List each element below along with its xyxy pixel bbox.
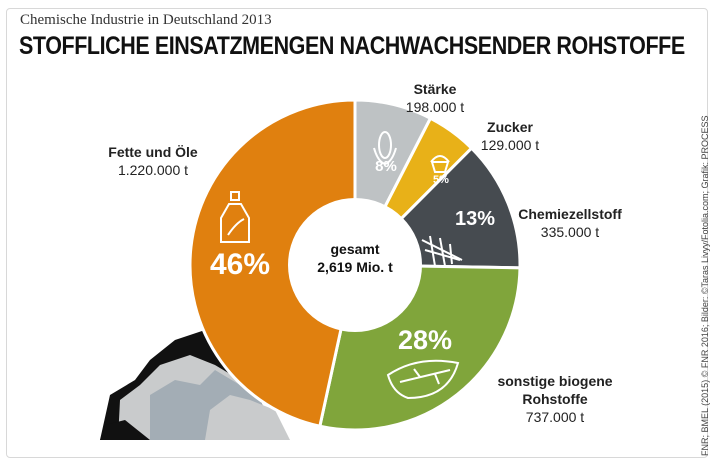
frame <box>6 8 708 458</box>
pct-label-sonstige: 28% <box>397 325 453 355</box>
center-value: 2,619 Mio. t <box>317 259 393 275</box>
slice-icons <box>220 131 463 400</box>
center-label: gesamt 2,619 Mio. t <box>295 240 415 276</box>
label-zucker: Zucker 129.000 t <box>480 119 540 153</box>
label-fette: Fette und Öle 1.220.000 t <box>108 144 198 178</box>
cupcake-icon <box>430 155 450 173</box>
leaf-icon <box>386 359 460 400</box>
center-title: gesamt <box>330 241 380 257</box>
pct-label-fette: 46% <box>209 248 271 281</box>
corn-icon <box>373 131 397 166</box>
label-sonstige: sonstige biogene Rohstoffe 737.000 t <box>497 373 613 425</box>
pct-label-zucker: 5% <box>433 174 449 186</box>
oil-bottle-icon <box>220 191 250 243</box>
pct-label-chemiezellstoff: 13% <box>454 208 496 230</box>
source-credit: FNR; BMEL (2015) © FNR 2016; Bilder: ©Ta… <box>700 115 710 456</box>
title: STOFFLICHE EINSATZMENGEN NACHWACHSENDER … <box>19 32 685 60</box>
fiber-icon <box>421 235 463 267</box>
donut-hole <box>288 198 422 332</box>
label-staerke: Stärke 198.000 t <box>405 81 465 115</box>
pct-label-staerke: 8% <box>375 158 397 175</box>
label-chemiezellstoff: Chemiezellstoff 335.000 t <box>518 206 622 240</box>
subtitle: Chemische Industrie in Deutschland 2013 <box>20 12 272 28</box>
